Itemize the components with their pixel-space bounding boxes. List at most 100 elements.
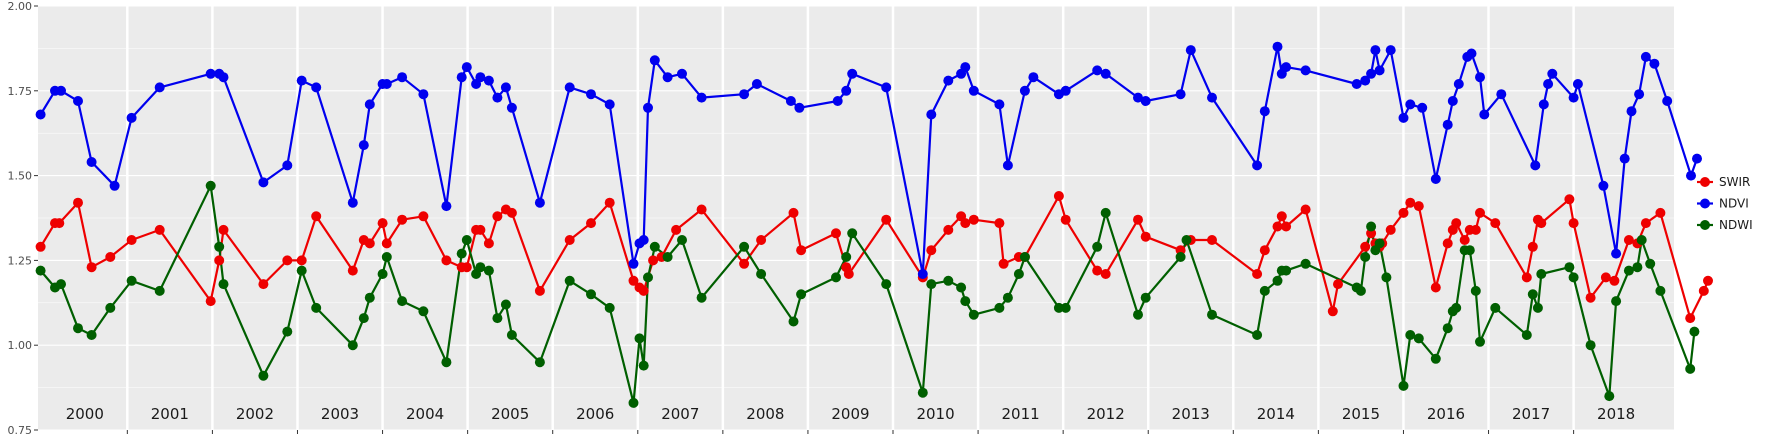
ndwi-data-point <box>364 292 375 303</box>
ndwi-data-point <box>1636 235 1647 245</box>
swir-data-point <box>441 255 452 266</box>
swir-data-point <box>696 204 707 215</box>
ndwi-data-point <box>796 289 807 300</box>
swir-data-point <box>1276 211 1287 222</box>
ndwi-data-point <box>1475 336 1485 347</box>
series-points <box>35 41 1713 408</box>
ndwi-data-point <box>358 313 369 324</box>
ndwi-data-point <box>506 330 517 340</box>
ndwi-data-point <box>917 387 928 398</box>
ndvi-data-point <box>441 201 452 212</box>
ndvi-data-point <box>358 140 369 151</box>
ndvi-data-point <box>1568 92 1579 103</box>
swir-data-point <box>756 235 767 245</box>
ndvi-data-point <box>500 82 511 93</box>
swir-data-point <box>1300 204 1311 215</box>
ndvi-data-point <box>1649 58 1660 69</box>
swir-data-point <box>628 275 639 286</box>
ndwi-data-point <box>1405 330 1416 340</box>
ndvi-data-point <box>1092 65 1103 76</box>
swir-data-point <box>35 241 46 252</box>
ndwi-data-point <box>1442 323 1453 334</box>
ndvi-data-point <box>917 269 928 279</box>
ndvi-data-point <box>1002 160 1013 171</box>
ndwi-data-point <box>564 275 575 286</box>
swir-data-point <box>205 296 216 307</box>
ndwi-data-point <box>56 279 66 290</box>
ndvi-data-point <box>1398 112 1409 123</box>
ndwi-data-point <box>282 326 293 337</box>
ndwi-data-point <box>1013 269 1024 279</box>
ndvi-data-point <box>73 96 83 106</box>
ndwi-data-point <box>500 299 511 310</box>
ndvi-data-point <box>1447 96 1458 106</box>
ndvi-data-point <box>960 62 971 73</box>
swir-data-point <box>1272 221 1283 232</box>
ndvi-data-point <box>205 68 216 79</box>
ndvi-data-point <box>1019 85 1030 96</box>
swir-data-point <box>1655 207 1666 218</box>
ndvi-legend-key <box>1700 198 1710 209</box>
ndvi-data-point <box>282 160 293 171</box>
swir-data-point <box>604 197 615 208</box>
ndvi-data-point <box>994 99 1005 110</box>
year-label: 2002 <box>236 405 274 423</box>
year-label: 2010 <box>916 405 954 423</box>
ndvi-data-point <box>1619 153 1630 164</box>
swir-data-point <box>943 224 954 235</box>
swir-data-point <box>311 211 322 222</box>
swir-data-point <box>1536 218 1547 229</box>
swir-legend-key <box>1700 177 1710 187</box>
ndvi-data-point <box>1453 79 1464 89</box>
ndwi-data-point <box>73 323 83 334</box>
ndwi-data-point <box>643 272 653 283</box>
ndvi-data-point <box>364 99 375 110</box>
ndvi-data-point <box>1634 89 1645 100</box>
swir-data-point <box>483 238 494 249</box>
swir-data-point <box>1385 224 1396 235</box>
ndwi-data-point <box>1451 302 1462 313</box>
ndwi-data-point <box>1611 296 1622 307</box>
ndwi-data-point <box>347 340 358 351</box>
year-label: 2014 <box>1257 405 1295 423</box>
swir-data-point <box>1133 214 1143 225</box>
swir-data-point <box>1092 265 1103 276</box>
ndvi-data-point <box>381 79 392 89</box>
ndwi-data-point <box>1564 262 1575 273</box>
swir-data-point <box>1568 218 1579 229</box>
ndvi-data-point <box>456 72 467 83</box>
year-label: 2007 <box>661 405 699 423</box>
ndwi-data-point <box>634 333 645 344</box>
swir-data-point <box>881 214 892 225</box>
ndvi-data-point <box>1366 68 1377 79</box>
swir-data-point <box>1442 238 1453 249</box>
ndvi-data-point <box>1060 85 1071 96</box>
ndvi-data-point <box>1272 41 1283 52</box>
year-label: 2012 <box>1087 405 1125 423</box>
ndwi-data-point <box>1532 302 1543 313</box>
ndvi-data-point <box>1259 106 1270 117</box>
ndwi-data-point <box>677 235 687 245</box>
ndwi-data-point <box>586 289 596 300</box>
ndwi-data-point <box>960 296 971 307</box>
swir-data-point <box>73 197 83 208</box>
ndwi-data-point <box>788 316 799 327</box>
ndwi-data-point <box>1181 235 1192 245</box>
year-label: 2015 <box>1342 405 1380 423</box>
year-label: 2011 <box>1002 405 1040 423</box>
ndwi-data-point <box>1133 309 1143 320</box>
ndvi-data-point <box>1538 99 1549 110</box>
ndwi-data-point <box>214 241 225 252</box>
ndwi-data-point <box>926 279 937 290</box>
ndwi-data-point <box>1645 258 1656 269</box>
ndwi-data-point <box>968 309 979 320</box>
ndvi-data-point <box>1466 48 1477 59</box>
ndwi-data-point <box>1430 353 1441 364</box>
ndwi-data-point <box>534 357 545 368</box>
year-label: 2016 <box>1427 405 1465 423</box>
swir-data-point <box>960 218 971 229</box>
ndvi-data-point <box>506 102 517 113</box>
swir-data-point <box>968 214 979 225</box>
ndwi-data-point <box>1604 391 1615 402</box>
